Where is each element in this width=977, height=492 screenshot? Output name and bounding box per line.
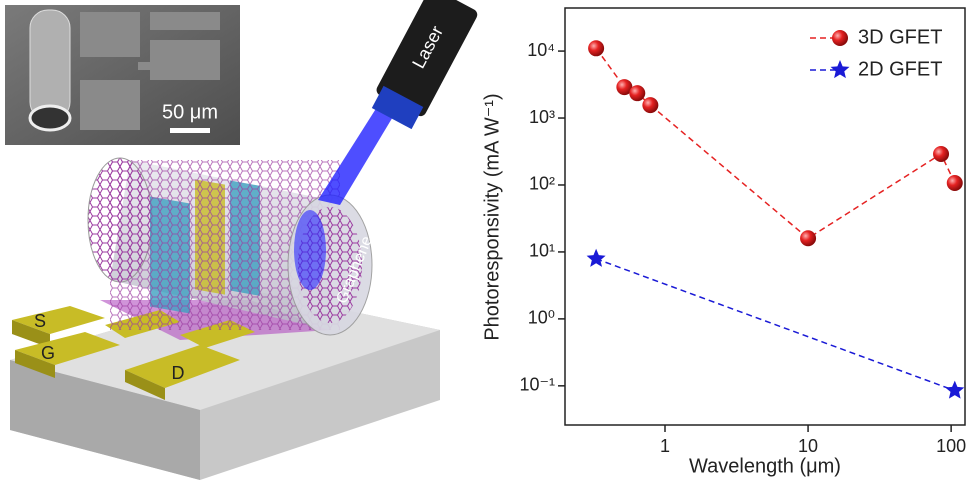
circle-marker <box>947 175 963 191</box>
circle-marker <box>800 230 816 246</box>
y-tick-label: 10⁰ <box>528 308 555 328</box>
y-tick-label: 10³ <box>529 107 555 127</box>
y-tick-label: 10² <box>529 174 555 194</box>
source-label: S <box>34 311 46 331</box>
gate-label: G <box>41 343 55 363</box>
legend-label: 3D GFET <box>858 26 942 48</box>
legend-label: 2D GFET <box>858 58 942 80</box>
circle-marker <box>642 97 658 113</box>
plot: 1 10 100 10⁻¹ 10⁰ 10¹ 10² 10³ 10⁴ 3D GFET 2D GFET <box>519 8 966 456</box>
x-axis-label: Wavelength (μm) <box>689 455 841 477</box>
circle-marker <box>588 40 604 56</box>
circle-marker <box>933 146 949 162</box>
x-tick-label: 10 <box>798 436 818 456</box>
legend-marker <box>831 60 850 78</box>
series-line <box>596 259 955 391</box>
circle-marker <box>629 85 645 101</box>
x-tick-label: 100 <box>936 436 966 456</box>
figure: 50 μm S G D Graphene Lase <box>0 0 977 487</box>
y-tick-label: 10⁴ <box>527 40 555 60</box>
scale-bar <box>170 128 210 133</box>
sem-inset: 50 μm <box>5 5 240 145</box>
star-marker <box>587 249 606 267</box>
star-marker <box>945 381 964 399</box>
y-tick-label: 10⁻¹ <box>519 375 555 395</box>
legend-marker <box>832 30 848 46</box>
drain-label: D <box>172 363 185 383</box>
y-axis-label: Photoresponsivity (mA W⁻¹) <box>481 93 503 340</box>
scale-bar-label: 50 μm <box>162 101 218 123</box>
y-tick-label: 10¹ <box>529 241 555 261</box>
x-tick-label: 1 <box>660 436 670 456</box>
